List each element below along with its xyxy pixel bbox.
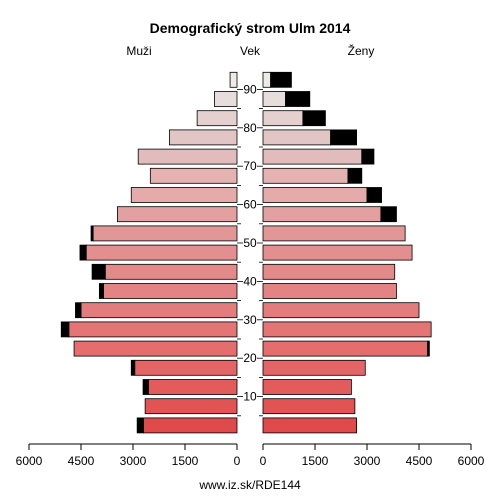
male-bar-65-69	[149, 167, 238, 184]
female-excess-65-69	[347, 167, 363, 184]
female-bar-55-59	[262, 206, 382, 223]
age-tick-label-20: 20	[243, 351, 257, 365]
male-x-tick-label-4500: 4500	[68, 454, 95, 468]
male-bar-80-84	[196, 110, 238, 127]
right-label: Ženy	[348, 43, 375, 58]
male-bar-5-9	[144, 398, 238, 415]
male-bar-10-14	[148, 379, 238, 395]
male-bar-40-44	[104, 263, 238, 280]
age-tick-label-80: 80	[243, 121, 257, 135]
age-tick-label-10: 10	[243, 390, 257, 404]
left-label: Muži	[126, 44, 151, 58]
age-tick-label-30: 30	[243, 313, 257, 327]
female-excess-85-89	[285, 91, 311, 107]
female-bar-45-49	[262, 244, 413, 261]
female-excess-80-84	[302, 110, 326, 127]
male-bar-55-59	[117, 206, 238, 223]
female-bar-35-39	[262, 283, 397, 299]
male-excess-30-34	[75, 302, 82, 319]
female-bar-80-84	[262, 110, 304, 127]
male-x-tick-label-3000: 3000	[120, 454, 147, 468]
male-bar-75-79	[168, 129, 238, 146]
female-bar-30-34	[262, 302, 420, 319]
female-bar-90+	[262, 71, 272, 88]
female-bar-15-19	[262, 359, 366, 376]
female-excess-20-24	[427, 340, 430, 357]
female-x-tick-label-6000: 6000	[458, 454, 485, 468]
female-x-tick-label-4500: 4500	[406, 454, 433, 468]
female-bar-50-54	[262, 225, 406, 242]
male-excess-45-49	[79, 244, 87, 261]
age-tick-label-50: 50	[243, 236, 257, 250]
male-excess-35-39	[98, 283, 104, 299]
male-bar-25-29	[68, 321, 238, 338]
female-x-tick-label-1500: 1500	[302, 454, 329, 468]
male-bar-85-89	[214, 91, 238, 107]
male-x-tick-label-1500: 1500	[172, 454, 199, 468]
male-bar-70-74	[137, 148, 238, 165]
male-excess-50-54	[90, 225, 94, 242]
female-bar-5-9	[262, 398, 356, 415]
female-x-tick-label-0: 0	[260, 454, 267, 468]
female-bar-20-24	[262, 340, 429, 357]
male-bar-35-39	[103, 283, 238, 299]
male-excess-25-29	[60, 321, 70, 338]
male-bar-20-24	[73, 340, 238, 357]
female-excess-70-74	[361, 148, 375, 165]
female-bar-40-44	[262, 263, 396, 280]
footer-text: www.iz.sk/RDE144	[198, 478, 301, 492]
male-excess-0-4	[136, 417, 144, 434]
female-bar-70-74	[262, 148, 363, 165]
female-excess-60-64	[366, 187, 382, 203]
age-tick-label-70: 70	[243, 159, 257, 173]
male-bar-45-49	[85, 244, 238, 261]
center-label: Vek	[240, 44, 261, 58]
age-tick-label-60: 60	[243, 198, 257, 212]
bars-group	[60, 71, 432, 434]
male-bar-60-64	[130, 187, 238, 203]
male-excess-40-44	[91, 263, 106, 280]
male-bar-50-54	[92, 225, 238, 242]
age-tick-label-40: 40	[243, 274, 257, 288]
female-bar-10-14	[262, 379, 352, 395]
female-excess-55-59	[380, 206, 397, 223]
male-bar-30-34	[80, 302, 238, 319]
female-bar-75-79	[262, 129, 331, 146]
female-excess-90+	[270, 71, 292, 88]
age-tick-label-90: 90	[243, 82, 257, 96]
male-bar-0-4	[142, 417, 238, 434]
female-bar-65-69	[262, 167, 349, 184]
female-bar-0-4	[262, 417, 357, 434]
male-bar-15-19	[134, 359, 238, 376]
female-bar-25-29	[262, 321, 432, 338]
axes-group: 10 20 30 40 50 60 70 80 90 6000 4500 3000 1500 0 0 1500…	[16, 82, 485, 468]
female-bar-85-89	[262, 91, 286, 107]
chart-title: Demografický strom Ulm 2014	[150, 20, 351, 36]
male-bar-90+	[229, 71, 238, 88]
male-x-tick-label-0: 0	[234, 454, 241, 468]
female-excess-75-79	[330, 129, 358, 146]
male-x-tick-label-6000: 6000	[16, 454, 43, 468]
female-bar-60-64	[262, 187, 368, 203]
female-x-tick-label-3000: 3000	[354, 454, 381, 468]
male-excess-15-19	[130, 359, 136, 376]
male-excess-10-14	[142, 379, 149, 395]
